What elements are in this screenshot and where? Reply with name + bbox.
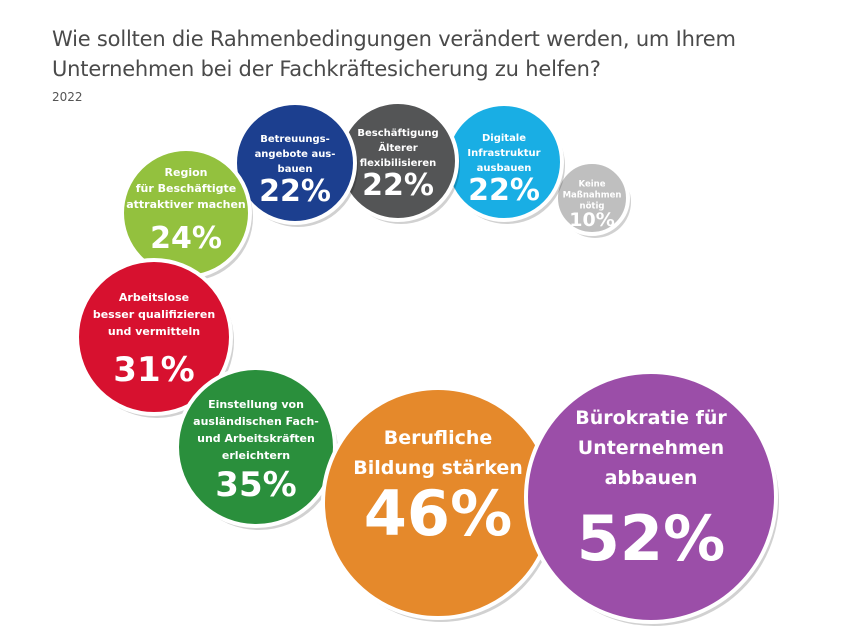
bubble-value: 24% bbox=[150, 221, 222, 256]
bubble-label-line: Digitale bbox=[482, 133, 526, 144]
bubble-label-line: erleichtern bbox=[222, 449, 290, 462]
bubble-label-line: Bürokratie für bbox=[575, 407, 727, 429]
bubble-label-line: abbauen bbox=[605, 467, 698, 489]
bubble-value: 31% bbox=[113, 350, 194, 390]
bubble-value: 22% bbox=[259, 174, 331, 209]
bubble-label-line: besser qualifizieren bbox=[93, 308, 215, 321]
bubble-label-line: ausländischen Fach- bbox=[193, 415, 319, 428]
bubble-label-line: Infrastruktur bbox=[467, 148, 540, 159]
bubble-value: 10% bbox=[569, 209, 614, 231]
bubble-value: 22% bbox=[468, 173, 540, 208]
bubble-circle bbox=[233, 101, 357, 225]
bubble-label-line: Betreuungs- bbox=[260, 134, 330, 145]
bubble-label-line: für Beschäftigte bbox=[136, 182, 236, 195]
bubble-label-line: Region bbox=[165, 166, 208, 179]
bubble-value: 22% bbox=[362, 168, 434, 203]
chart-title: Wie sollten die Rahmenbedingungen veränd… bbox=[52, 27, 736, 81]
bubble-circle bbox=[554, 160, 630, 236]
bubble-circle bbox=[524, 370, 778, 624]
bubble-label-line: attraktiver machen bbox=[126, 198, 246, 211]
bubble-label-line: und vermitteln bbox=[108, 325, 200, 338]
bubble-label-line: nötig bbox=[580, 202, 605, 212]
bubble-label-line: Keine bbox=[579, 180, 606, 190]
bubble-value: 52% bbox=[577, 502, 725, 575]
bubble-label-line: angebote aus- bbox=[255, 149, 336, 160]
bubble-value: 35% bbox=[215, 465, 296, 505]
chart-subtitle: 2022 bbox=[52, 90, 83, 104]
bubble-label-line: Bildung stärken bbox=[353, 457, 523, 479]
bubble-label-line: Einstellung von bbox=[208, 398, 304, 411]
bubble-label-line: bauen bbox=[278, 164, 313, 175]
bubble-5: Region für Beschäftigte attraktiver machen… bbox=[120, 147, 253, 281]
bubble-label-line: Arbeitslose bbox=[119, 291, 189, 304]
bubble-label-line: Beschäftigung bbox=[357, 128, 438, 139]
bubble-1: Bürokratie für Unternehmen abbauen 52% bbox=[524, 370, 779, 626]
bubble-label-line: Berufliche bbox=[384, 427, 493, 449]
bubble-value: 46% bbox=[364, 477, 512, 550]
bubble-label-line: Maßnahmen bbox=[563, 191, 622, 201]
bubble-label-line: Älterer bbox=[378, 140, 417, 154]
bubble-circle bbox=[175, 366, 337, 528]
bubble-label-line: und Arbeitskräften bbox=[197, 432, 315, 445]
bubble-label-line: ausbauen bbox=[477, 163, 532, 174]
bubble-4: Arbeitslose besser qualifizieren und vermi… bbox=[75, 258, 234, 418]
bubble-label-line: Unternehmen bbox=[578, 437, 724, 459]
bubble-label-line: flexibilisieren bbox=[360, 158, 437, 169]
bubble-3: Einstellung von ausländischen Fach-und Ar… bbox=[175, 366, 338, 530]
bubble-circle bbox=[75, 258, 233, 416]
